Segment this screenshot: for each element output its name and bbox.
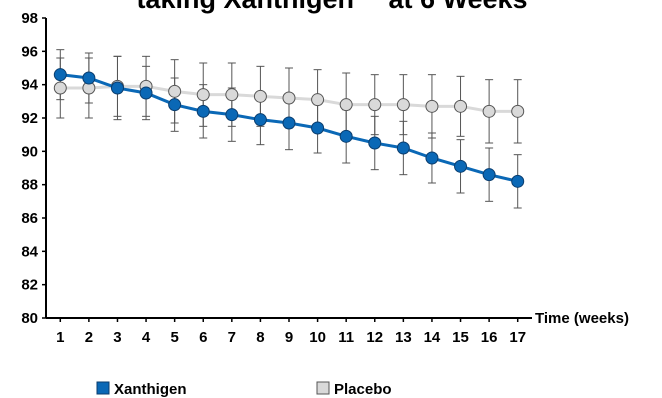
legend-swatch-xanthigen: [96, 381, 110, 395]
x-tick-label: 7: [228, 329, 236, 346]
x-tick-label: 15: [452, 329, 469, 346]
legend: Xanthigen Placebo: [96, 381, 392, 398]
legend-label-placebo: Placebo: [334, 381, 392, 398]
data-point-xanthigen: [511, 174, 525, 188]
y-tick-label: 88: [21, 177, 38, 194]
data-point-xanthigen: [139, 86, 153, 100]
x-tick-label: 10: [309, 329, 326, 346]
x-tick-labels: 1 2 3 4 5 6 7 8 9 10 11 12 13 14 15 16 17: [56, 329, 526, 346]
x-tick-label: 12: [366, 329, 383, 346]
x-tick-label: 6: [199, 329, 207, 346]
y-tick-label: 84: [21, 243, 38, 260]
y-tick-label: 94: [21, 77, 38, 94]
legend-label-xanthigen: Xanthigen: [114, 381, 187, 398]
x-tick-label: 14: [424, 329, 441, 346]
x-axis-label: Time (weeks): [535, 310, 629, 327]
data-point-xanthigen: [53, 68, 67, 82]
data-point-xanthigen: [368, 136, 382, 150]
data-point-placebo: [339, 98, 353, 112]
chart-title: taking Xanthigen™ at 6 Weeks: [136, 0, 527, 14]
y-tick-label: 82: [21, 277, 38, 294]
data-point-placebo: [368, 98, 382, 112]
x-tick-label: 11: [338, 329, 354, 346]
data-point-placebo: [311, 93, 325, 107]
y-tick-label: 96: [21, 43, 38, 60]
data-point-placebo: [168, 84, 182, 98]
x-tick-label: 5: [170, 329, 178, 346]
data-point-xanthigen: [339, 129, 353, 143]
x-tick-label: 16: [481, 329, 498, 346]
data-point-xanthigen: [482, 168, 496, 182]
data-point-placebo: [454, 99, 468, 113]
x-tick-label: 2: [85, 329, 93, 346]
x-tick-label: 9: [285, 329, 293, 346]
data-point-xanthigen: [396, 141, 410, 155]
data-point-xanthigen: [110, 81, 124, 95]
x-tick-label: 4: [142, 329, 151, 346]
legend-swatch-placebo: [316, 381, 330, 395]
y-tick-label: 86: [21, 210, 38, 227]
data-point-placebo: [225, 88, 239, 102]
data-point-placebo: [53, 81, 67, 95]
data-point-placebo: [396, 98, 410, 112]
data-point-placebo: [482, 104, 496, 118]
data-point-placebo: [425, 99, 439, 113]
y-tick-labels: 80 82 84 86 88 90 92 94 96 98: [21, 10, 38, 327]
data-point-xanthigen: [454, 159, 468, 173]
data-point-xanthigen: [168, 98, 182, 112]
data-point-xanthigen: [425, 151, 439, 165]
y-tick-label: 98: [21, 10, 38, 27]
y-tick-label: 80: [21, 310, 38, 327]
data-point-placebo: [196, 88, 210, 102]
plot-area: [53, 49, 525, 209]
data-point-placebo: [282, 91, 296, 105]
data-point-xanthigen: [253, 113, 267, 127]
x-tick-label: 3: [113, 329, 121, 346]
data-point-placebo: [253, 89, 267, 103]
data-point-xanthigen: [311, 121, 325, 135]
data-point-placebo: [511, 104, 525, 118]
x-tick-label: 8: [256, 329, 264, 346]
chart-axes: [42, 17, 532, 322]
data-point-xanthigen: [225, 108, 239, 122]
y-tick-label: 92: [21, 110, 38, 127]
x-tick-label: 1: [56, 329, 64, 346]
x-tick-label: 17: [509, 329, 526, 346]
data-point-xanthigen: [196, 104, 210, 118]
x-tick-label: 13: [395, 329, 412, 346]
y-tick-label: 90: [21, 143, 38, 160]
data-point-xanthigen: [82, 71, 96, 85]
data-point-xanthigen: [282, 116, 296, 130]
